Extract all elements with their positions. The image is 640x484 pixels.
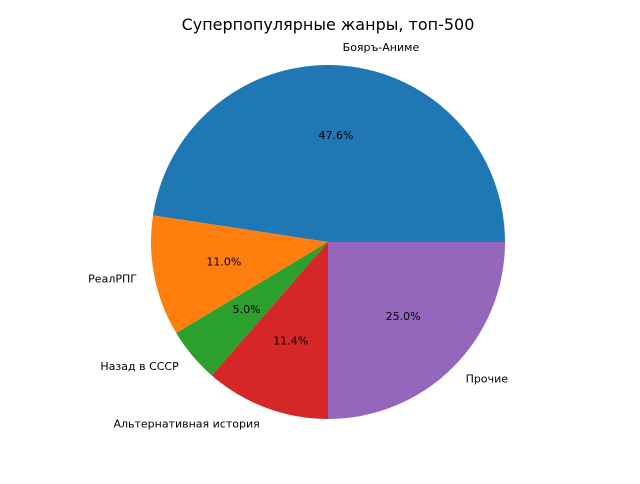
- slice-percent-label: 25.0%: [386, 310, 421, 323]
- slice-percent-label: 11.0%: [206, 256, 241, 269]
- pie-slice: [153, 65, 505, 242]
- slice-percent-label: 11.4%: [273, 334, 308, 347]
- slice-percent-label: 5.0%: [233, 303, 261, 316]
- slice-label: Бояръ-Аниме: [343, 41, 420, 54]
- pie-slice: [211, 242, 328, 419]
- pie-slices: [151, 65, 505, 419]
- slice-label: Альтернативная история: [113, 417, 259, 430]
- chart-title: Суперпопулярные жанры, топ-500: [182, 15, 475, 34]
- slice-label: РеалРПГ: [88, 273, 137, 286]
- slice-label: Назад в СССР: [100, 360, 179, 373]
- slice-percent-label: 47.6%: [319, 129, 354, 142]
- slice-label: Прочие: [466, 373, 509, 386]
- pie-slice: [176, 242, 328, 376]
- pie-slice: [328, 242, 505, 419]
- pie-slice: [151, 215, 328, 334]
- pie-labels: Бояръ-Аниме 47.6% РеалРПГ 11.0% Назад в СССР…: [88, 41, 508, 431]
